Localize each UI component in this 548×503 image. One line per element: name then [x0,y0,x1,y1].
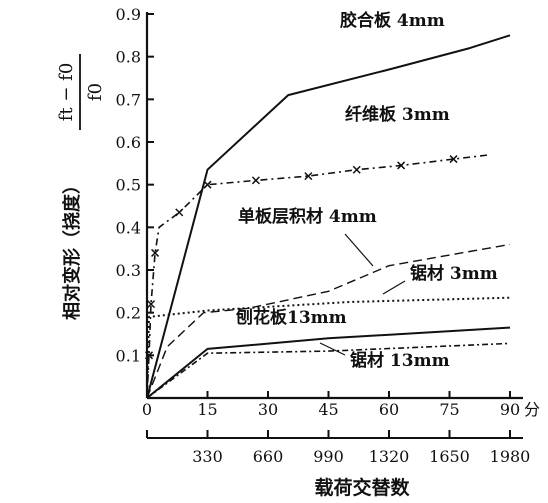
formula-numerator: ft − f0 [56,63,77,122]
label-particleboard: 刨花板13mm [235,307,347,328]
x2-tick-label: 990 [313,447,344,466]
x-marker [251,176,260,185]
x-tick-label: 0 [142,400,152,419]
series-line-4 [146,326,511,399]
y-tick-label: 0.3 [116,261,141,280]
series-line-2 [146,243,511,399]
series-line-5 [146,342,511,399]
x-marker [151,248,160,257]
x-marker [203,180,212,189]
y-tick-label: 0.1 [116,346,141,365]
x-unit-label: 分 [524,400,540,419]
x-marker [304,172,313,181]
x-marker-stroke [251,176,260,185]
x-axis-label: 载荷交替数 [314,476,410,499]
x2-tick-label: 1980 [490,447,531,466]
x-marker [144,351,154,360]
x-marker-stroke [352,165,361,174]
x-marker-stroke [144,351,154,360]
x-marker-stroke [397,161,406,170]
x-tick-label: 15 [197,400,217,419]
x-tick-label: 30 [258,400,278,419]
leader-line-sawnwood-3mm [382,280,406,295]
x-marker [397,161,406,170]
x-marker-stroke [175,208,184,217]
y-axis-formula: ft − f0 f0 [56,54,106,130]
y-tick-label: 0.5 [116,176,141,195]
x-tick-label: 45 [318,400,338,419]
series-line-0 [146,34,511,399]
label-sawnwood-13mm: 锯材 13mm [350,350,450,371]
leader-line-sawnwood-13mm [319,342,346,356]
x-marker [175,208,184,217]
x-tick-label: 75 [439,400,459,419]
x-tick-label: 60 [379,400,399,419]
x-marker [147,300,156,309]
x-marker-stroke [304,172,313,181]
x2-tick-label: 1320 [369,447,410,466]
label-lvl: 单板层积材 4mm [238,206,377,227]
x2-tick-label: 1650 [429,447,470,466]
x-marker-stroke [449,155,458,164]
x-tick-label: 90 [500,400,520,419]
x2-tick-label: 330 [192,447,223,466]
label-plywood: 胶合板 4mm [340,10,445,31]
y-tick-label: 0.9 [116,5,141,24]
leader-line-lvl [344,233,374,267]
x-marker [449,155,458,164]
y-tick-label: 0.7 [116,90,141,109]
x-marker [352,165,361,174]
label-sawnwood-3mm: 锯材 3mm [410,263,498,284]
x2-tick-label: 660 [253,447,284,466]
x-marker-stroke [147,300,156,309]
y-axis-label: 相对变形（挠度） [61,176,83,320]
formula-denominator: f0 [85,83,106,101]
y-tick-label: 0.4 [116,218,141,237]
series-line-3 [146,296,511,399]
series-layer [144,34,511,399]
x-marker-stroke [203,180,212,189]
label-fiberboard: 纤维板 3mm [345,104,450,125]
x-marker-stroke [151,248,160,257]
y-tick-label: 0.6 [116,133,141,152]
y-tick-label: 0.8 [116,48,141,67]
tick-labels: 0.1 0.2 0.3 0.4 0.5 0.6 0.7 0.8 0.9 0 15 30 45 60 75 90… [116,5,531,466]
y-tick-label: 0.2 [116,304,141,323]
